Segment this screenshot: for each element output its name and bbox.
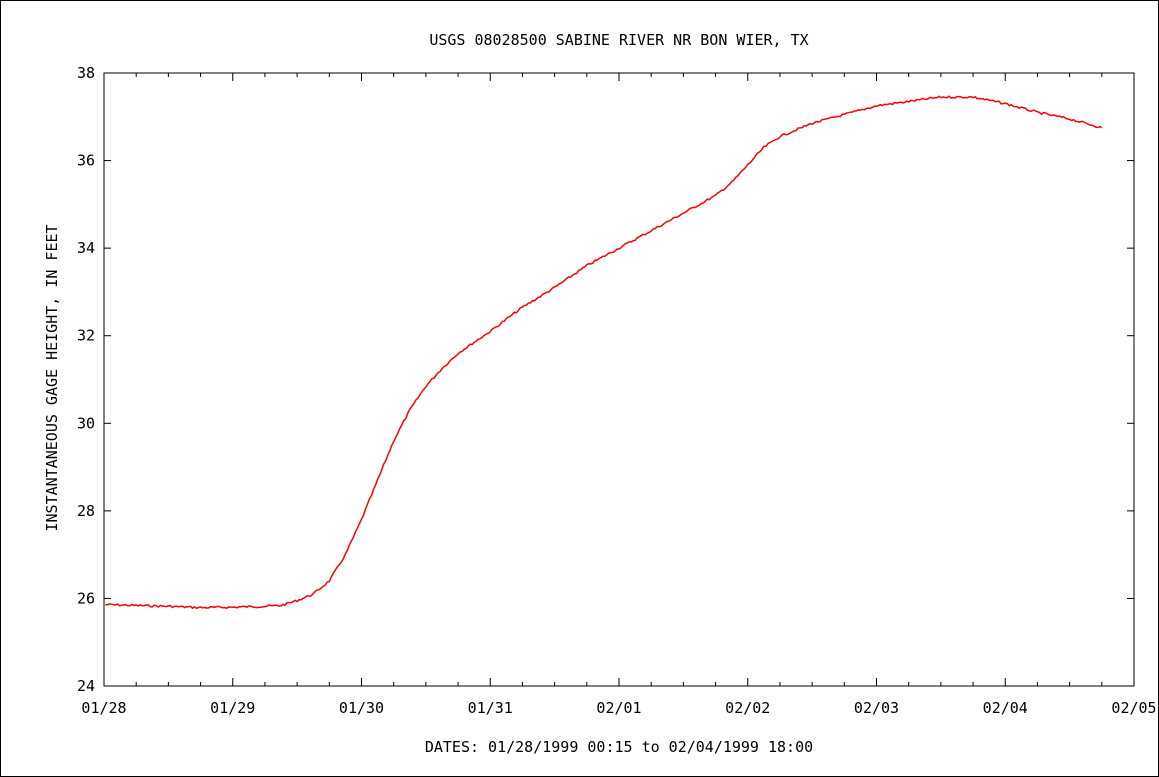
x-axis-label: DATES: 01/28/1999 00:15 to 02/04/1999 18…: [425, 738, 813, 756]
x-axis: 01/28 01/29 01/30 01/31 02/01 02/02 02/03 02/04…: [81, 73, 1157, 717]
y-tick-label: 24: [77, 677, 95, 695]
x-tick-label: 02/01: [596, 699, 641, 717]
y-tick-label: 32: [77, 327, 95, 345]
chart-title: USGS 08028500 SABINE RIVER NR BON WIER, …: [429, 31, 808, 49]
y-tick-label: 26: [77, 589, 95, 607]
x-tick-label: 02/05: [1111, 699, 1156, 717]
x-tick-label: 02/02: [725, 699, 770, 717]
x-tick-label: 01/29: [210, 699, 255, 717]
y-tick-label: 28: [77, 502, 95, 520]
plot-area: [103, 72, 1135, 687]
x-tick-label: 01/30: [339, 699, 384, 717]
y-tick-label: 34: [77, 239, 95, 257]
y-tick-label: 36: [77, 152, 95, 170]
series-line: [105, 95, 1103, 610]
x-tick-label: 02/03: [854, 699, 899, 717]
x-tick-label: 01/31: [468, 699, 513, 717]
y-tick-label: 38: [77, 64, 95, 82]
x-tick-label: 01/28: [81, 699, 126, 717]
y-axis-label: INSTANTANEOUS GAGE HEIGHT, IN FEET: [43, 224, 61, 531]
x-tick-label: 02/04: [983, 699, 1028, 717]
y-tick-label: 30: [77, 414, 95, 432]
y-axis: 24 26 28 30 32 34 36 38: [77, 64, 1134, 695]
